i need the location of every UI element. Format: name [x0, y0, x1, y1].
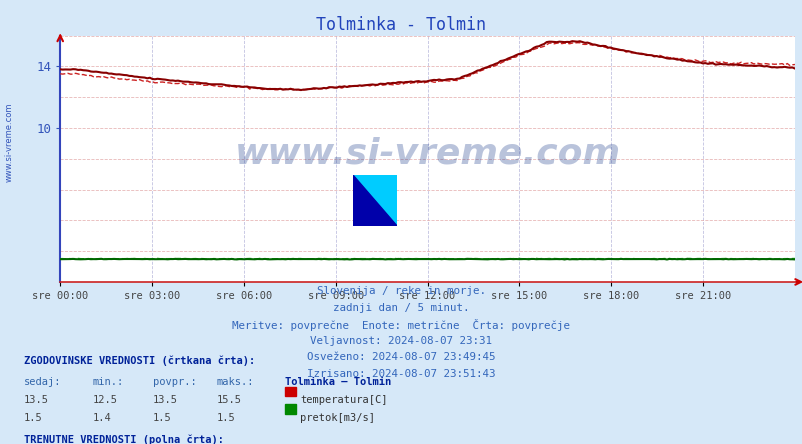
- Text: ZGODOVINSKE VREDNOSTI (črtkana črta):: ZGODOVINSKE VREDNOSTI (črtkana črta):: [24, 355, 255, 366]
- Text: www.si-vreme.com: www.si-vreme.com: [234, 137, 620, 171]
- Text: Meritve: povprečne  Enote: metrične  Črta: povprečje: Meritve: povprečne Enote: metrične Črta:…: [233, 319, 569, 331]
- Text: 1.5: 1.5: [152, 413, 171, 423]
- Text: temperatura[C]: temperatura[C]: [300, 395, 387, 405]
- Polygon shape: [353, 175, 397, 226]
- Text: 13.5: 13.5: [24, 395, 49, 405]
- Text: pretok[m3/s]: pretok[m3/s]: [300, 413, 375, 423]
- Polygon shape: [353, 175, 397, 226]
- Text: maks.:: maks.:: [217, 377, 254, 387]
- Text: Tolminka – Tolmin: Tolminka – Tolmin: [285, 377, 391, 387]
- Text: Veljavnost: 2024-08-07 23:31: Veljavnost: 2024-08-07 23:31: [310, 336, 492, 346]
- Text: povpr.:: povpr.:: [152, 377, 196, 387]
- Text: 12.5: 12.5: [92, 395, 117, 405]
- Text: Izrisano: 2024-08-07 23:51:43: Izrisano: 2024-08-07 23:51:43: [307, 369, 495, 379]
- Text: 1.5: 1.5: [217, 413, 235, 423]
- Text: Tolminka - Tolmin: Tolminka - Tolmin: [316, 16, 486, 34]
- Text: Osveženo: 2024-08-07 23:49:45: Osveženo: 2024-08-07 23:49:45: [307, 352, 495, 362]
- Text: zadnji dan / 5 minut.: zadnji dan / 5 minut.: [333, 303, 469, 313]
- Text: sedaj:: sedaj:: [24, 377, 62, 387]
- Text: TRENUTNE VREDNOSTI (polna črta):: TRENUTNE VREDNOSTI (polna črta):: [24, 434, 224, 444]
- Text: min.:: min.:: [92, 377, 124, 387]
- Text: www.si-vreme.com: www.si-vreme.com: [5, 102, 14, 182]
- Text: Slovenija / reke in morje.: Slovenija / reke in morje.: [317, 286, 485, 297]
- Text: 13.5: 13.5: [152, 395, 177, 405]
- Text: 1.5: 1.5: [24, 413, 43, 423]
- Text: 1.4: 1.4: [92, 413, 111, 423]
- Text: 15.5: 15.5: [217, 395, 241, 405]
